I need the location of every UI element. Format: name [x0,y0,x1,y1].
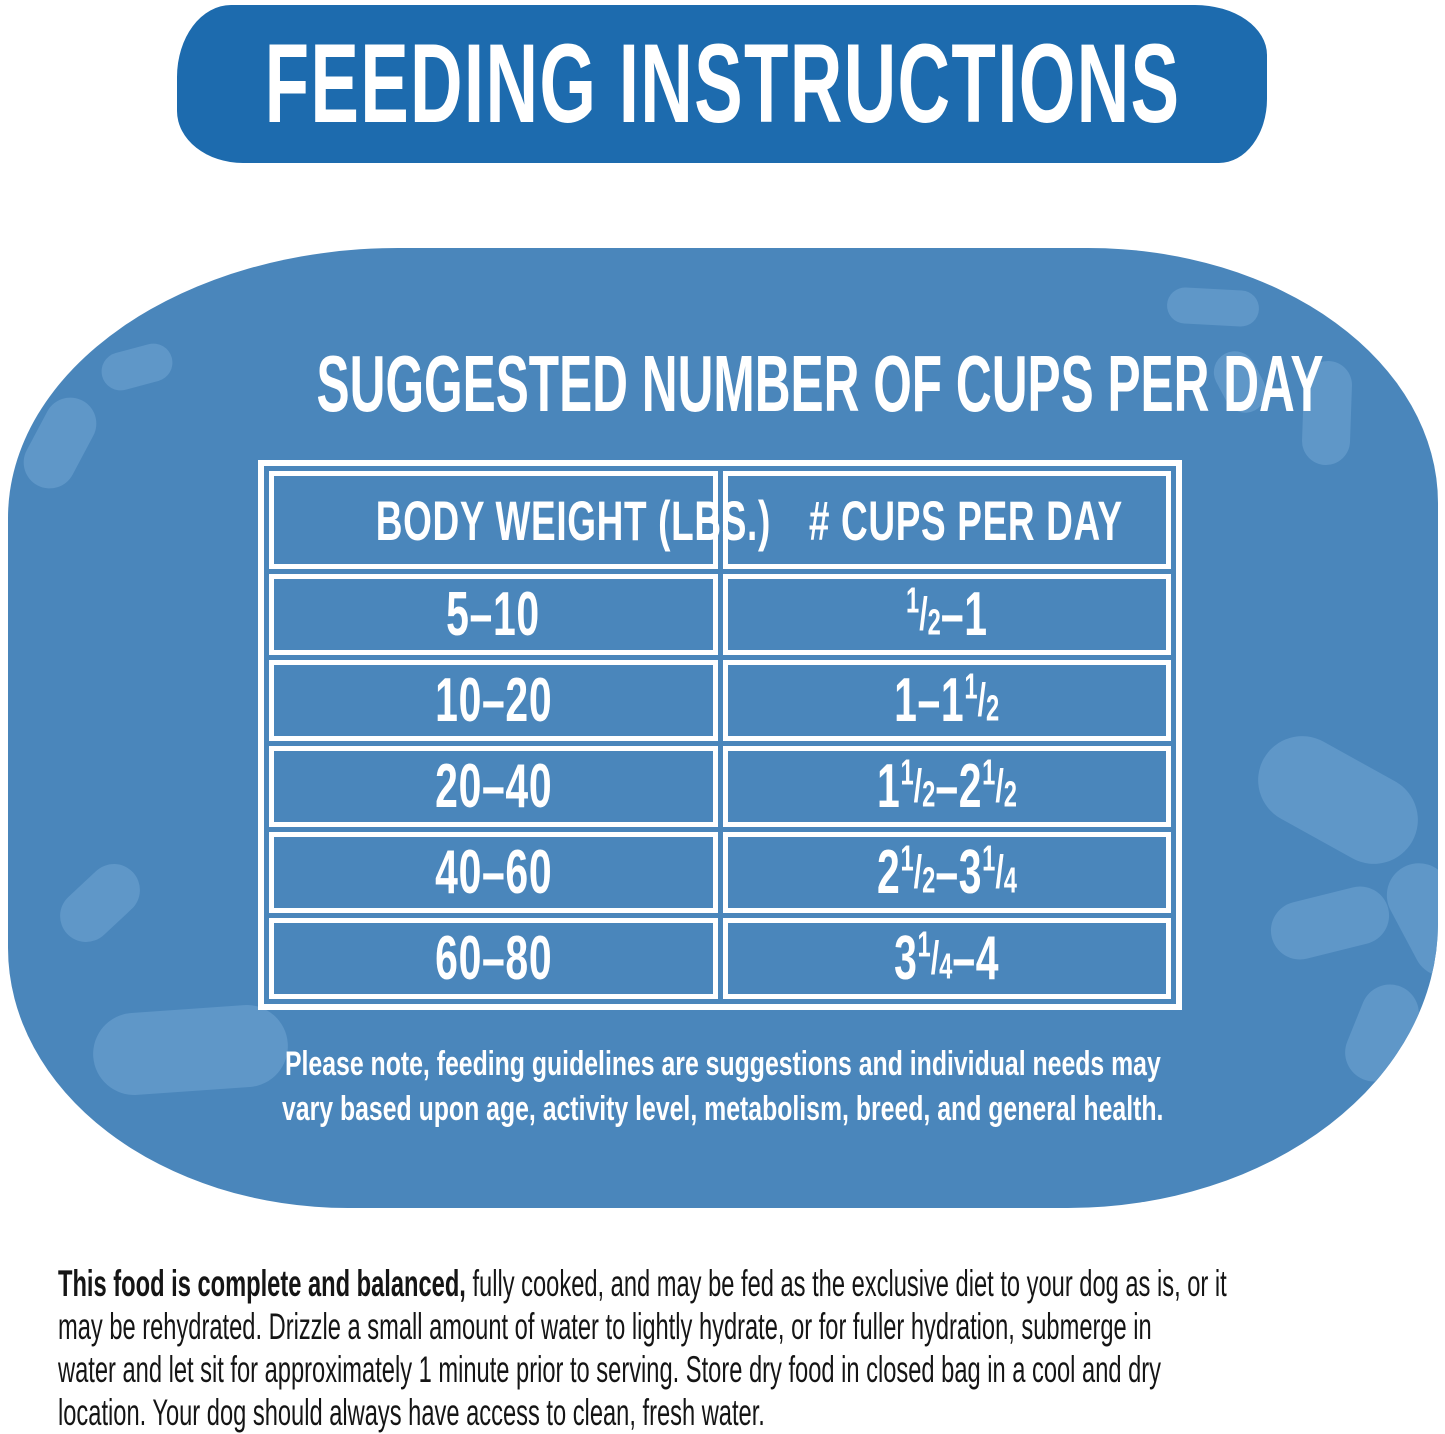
footer-line: water and let sit for approximately 1 mi… [58,1349,1162,1390]
cups-per-day-cell: 11/2–21/2 [722,746,1171,827]
feeding-chart-panel: SUGGESTED NUMBER OF CUPS PER DAY BODY WE… [8,248,1438,1208]
column-header-cups-per-day-label: # CUPS PER DAY [808,488,1123,552]
table-row: 40–60 21/2–31/4 [269,832,1171,913]
footer-line: This food is complete and balanced, full… [58,1262,1227,1305]
feeding-note-line: vary based upon age, activity level, met… [282,1090,1164,1128]
kibble-shape [1166,286,1260,328]
body-weight-cell: 10–20 [269,660,718,741]
footer-instructions: This food is complete and balanced, full… [58,1262,1227,1434]
column-header-body-weight: BODY WEIGHT (LBS.) [269,471,770,569]
column-header-body-weight-label: BODY WEIGHT (LBS.) [375,488,771,552]
table-row: 10–20 1–11/2 [269,660,1171,741]
footer-line: location. Your dog should always have ac… [58,1392,765,1433]
body-weight-cell: 5–10 [269,574,718,655]
footer-bold-lead: This food is complete and balanced, [58,1263,466,1304]
cups-per-day-cell: 1–11/2 [722,660,1171,741]
feeding-instructions-banner: FEEDING INSTRUCTIONS [177,5,1267,163]
kibble-shape [1242,720,1434,880]
body-weight-cell: 60–80 [269,918,718,999]
feeding-note-line: Please note, feeding guidelines are sugg… [285,1045,1161,1083]
table-row: 5–10 1/2–1 [269,574,1171,655]
cups-per-day-cell: 21/2–31/4 [722,832,1171,913]
column-header-cups-per-day: # CUPS PER DAY [722,471,1171,569]
panel-heading-text: SUGGESTED NUMBER OF CUPS PER DAY [316,339,1324,428]
feeding-table: BODY WEIGHT (LBS.) # CUPS PER DAY 5–10 1/… [258,460,1182,1010]
kibble-shape [1264,880,1396,966]
footer-line-text: fully cooked, and may be fed as the excl… [465,1263,1227,1304]
body-weight-cell: 40–60 [269,832,718,913]
footer-line: may be rehydrated. Drizzle a small amoun… [58,1306,1152,1347]
cups-per-day-cell: 31/4–4 [722,918,1171,999]
panel-heading: SUGGESTED NUMBER OF CUPS PER DAY [8,344,1438,424]
cups-per-day-cell: 1/2–1 [722,574,1171,655]
table-row: 60–80 31/4–4 [269,918,1171,999]
kibble-shape [49,853,151,953]
table-header-row: BODY WEIGHT (LBS.) # CUPS PER DAY [269,471,1171,569]
table-row: 20–40 11/2–21/2 [269,746,1171,827]
feeding-note: Please note, feeding guidelines are sugg… [8,1042,1438,1132]
banner-title: FEEDING INSTRUCTIONS [264,21,1180,146]
body-weight-cell: 20–40 [269,746,718,827]
